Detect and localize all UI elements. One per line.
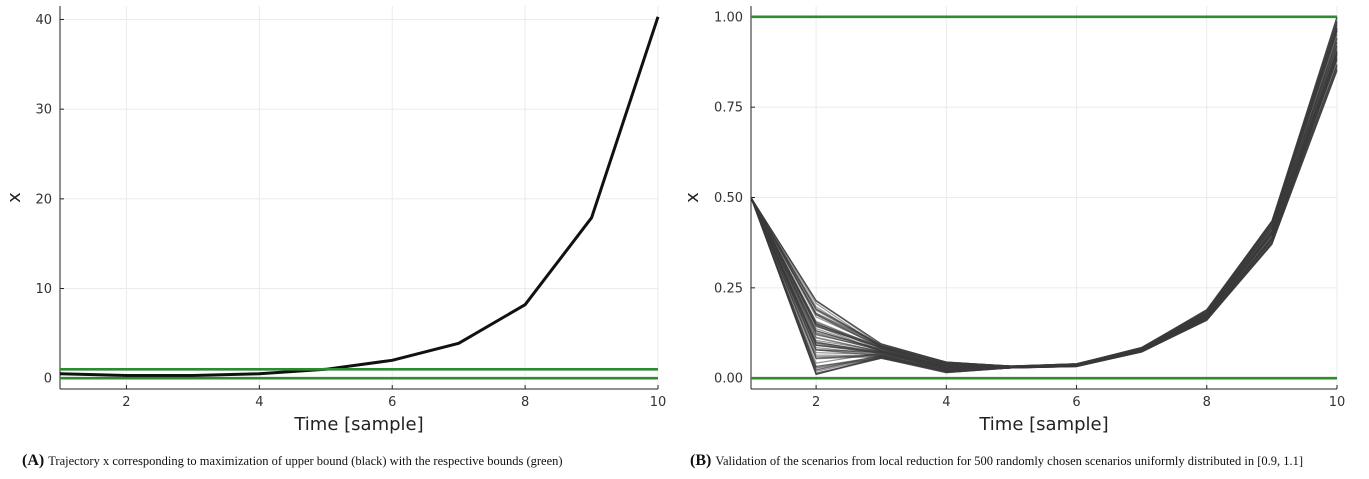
y-axis-label: x [4, 192, 25, 203]
scenario-trajectory [750, 68, 1338, 376]
scenario-trajectory [750, 21, 1338, 367]
x-tick-label: 8 [1203, 395, 1211, 410]
y-tick-label: 0.25 [714, 281, 743, 296]
chart-panel-a: 2 4 6 8 10 0 10 20 30 40 Time [sample] x (A) Traject… [0, 0, 670, 479]
scenario-trajectory [750, 64, 1338, 376]
x-tick-label: 8 [521, 395, 529, 410]
scenario-trajectory [750, 53, 1338, 368]
y-tick-label: 0.00 [714, 372, 743, 387]
trajectory-chart: 2 4 6 8 10 0 10 20 30 40 Time [sample] x [4, 6, 667, 435]
x-axis-label: Time [sample] [293, 414, 423, 435]
scenario-trajectory [750, 16, 1338, 367]
x-tick-label: 4 [942, 395, 950, 410]
y-tick-label: 0.50 [714, 191, 743, 206]
scenario-trajectory [750, 45, 1338, 369]
scenario-trajectory [750, 37, 1338, 368]
x-tick-label: 2 [812, 395, 820, 410]
x-tick-label: 10 [1329, 395, 1346, 410]
caption-b-text: Validation of the scenarios from local r… [715, 454, 1304, 468]
y-tick-label: 40 [35, 13, 52, 28]
scenario-trajectory [750, 16, 1338, 367]
scenario-trajectory [750, 48, 1338, 368]
scenario-trajectory [750, 23, 1338, 367]
x-tick-label: 2 [122, 395, 130, 410]
scenario-trajectory [750, 20, 1338, 367]
y-axis-label: x [682, 192, 703, 203]
scenario-trajectory [750, 21, 1338, 367]
scenario-trajectory [750, 70, 1338, 375]
caption-b-letter: (B) [690, 452, 712, 469]
x-tick-label: 6 [1072, 395, 1080, 410]
chart-panel-b: 2 4 6 8 10 0.00 0.25 0.50 0.75 1.00 Time [sample] x… [680, 0, 1369, 479]
caption-b: (B) Validation of the scenarios from loca… [690, 452, 1303, 470]
caption-a-letter: (A) [22, 452, 45, 469]
caption-a: (A) Trajectory x corresponding to maximiz… [22, 452, 563, 470]
y-tick-label: 0 [44, 372, 52, 387]
scenario-trajectory [750, 21, 1338, 367]
y-tick-label: 20 [35, 192, 52, 207]
x-tick-label: 10 [650, 395, 667, 410]
y-tick-label: 1.00 [714, 10, 743, 25]
y-tick-label: 10 [35, 282, 52, 297]
caption-a-text: Trajectory x corresponding to maximizati… [48, 454, 563, 468]
trajectory-line [59, 16, 660, 377]
x-tick-label: 4 [255, 395, 263, 410]
scenario-trajectory [750, 39, 1338, 368]
scenario-trajectory [750, 38, 1338, 368]
y-tick-label: 30 [35, 103, 52, 118]
scenario-trajectory [750, 37, 1338, 368]
x-axis-label: Time [sample] [978, 414, 1108, 435]
scenario-trajectory [750, 23, 1338, 367]
y-tick-label: 0.75 [714, 101, 743, 116]
x-tick-label: 6 [388, 395, 396, 410]
scenario-trajectory [750, 41, 1338, 368]
validation-chart: 2 4 6 8 10 0.00 0.25 0.50 0.75 1.00 Time [sample] x [682, 6, 1346, 435]
scenario-trajectory [750, 18, 1338, 367]
scenario-trajectory [750, 16, 1338, 367]
